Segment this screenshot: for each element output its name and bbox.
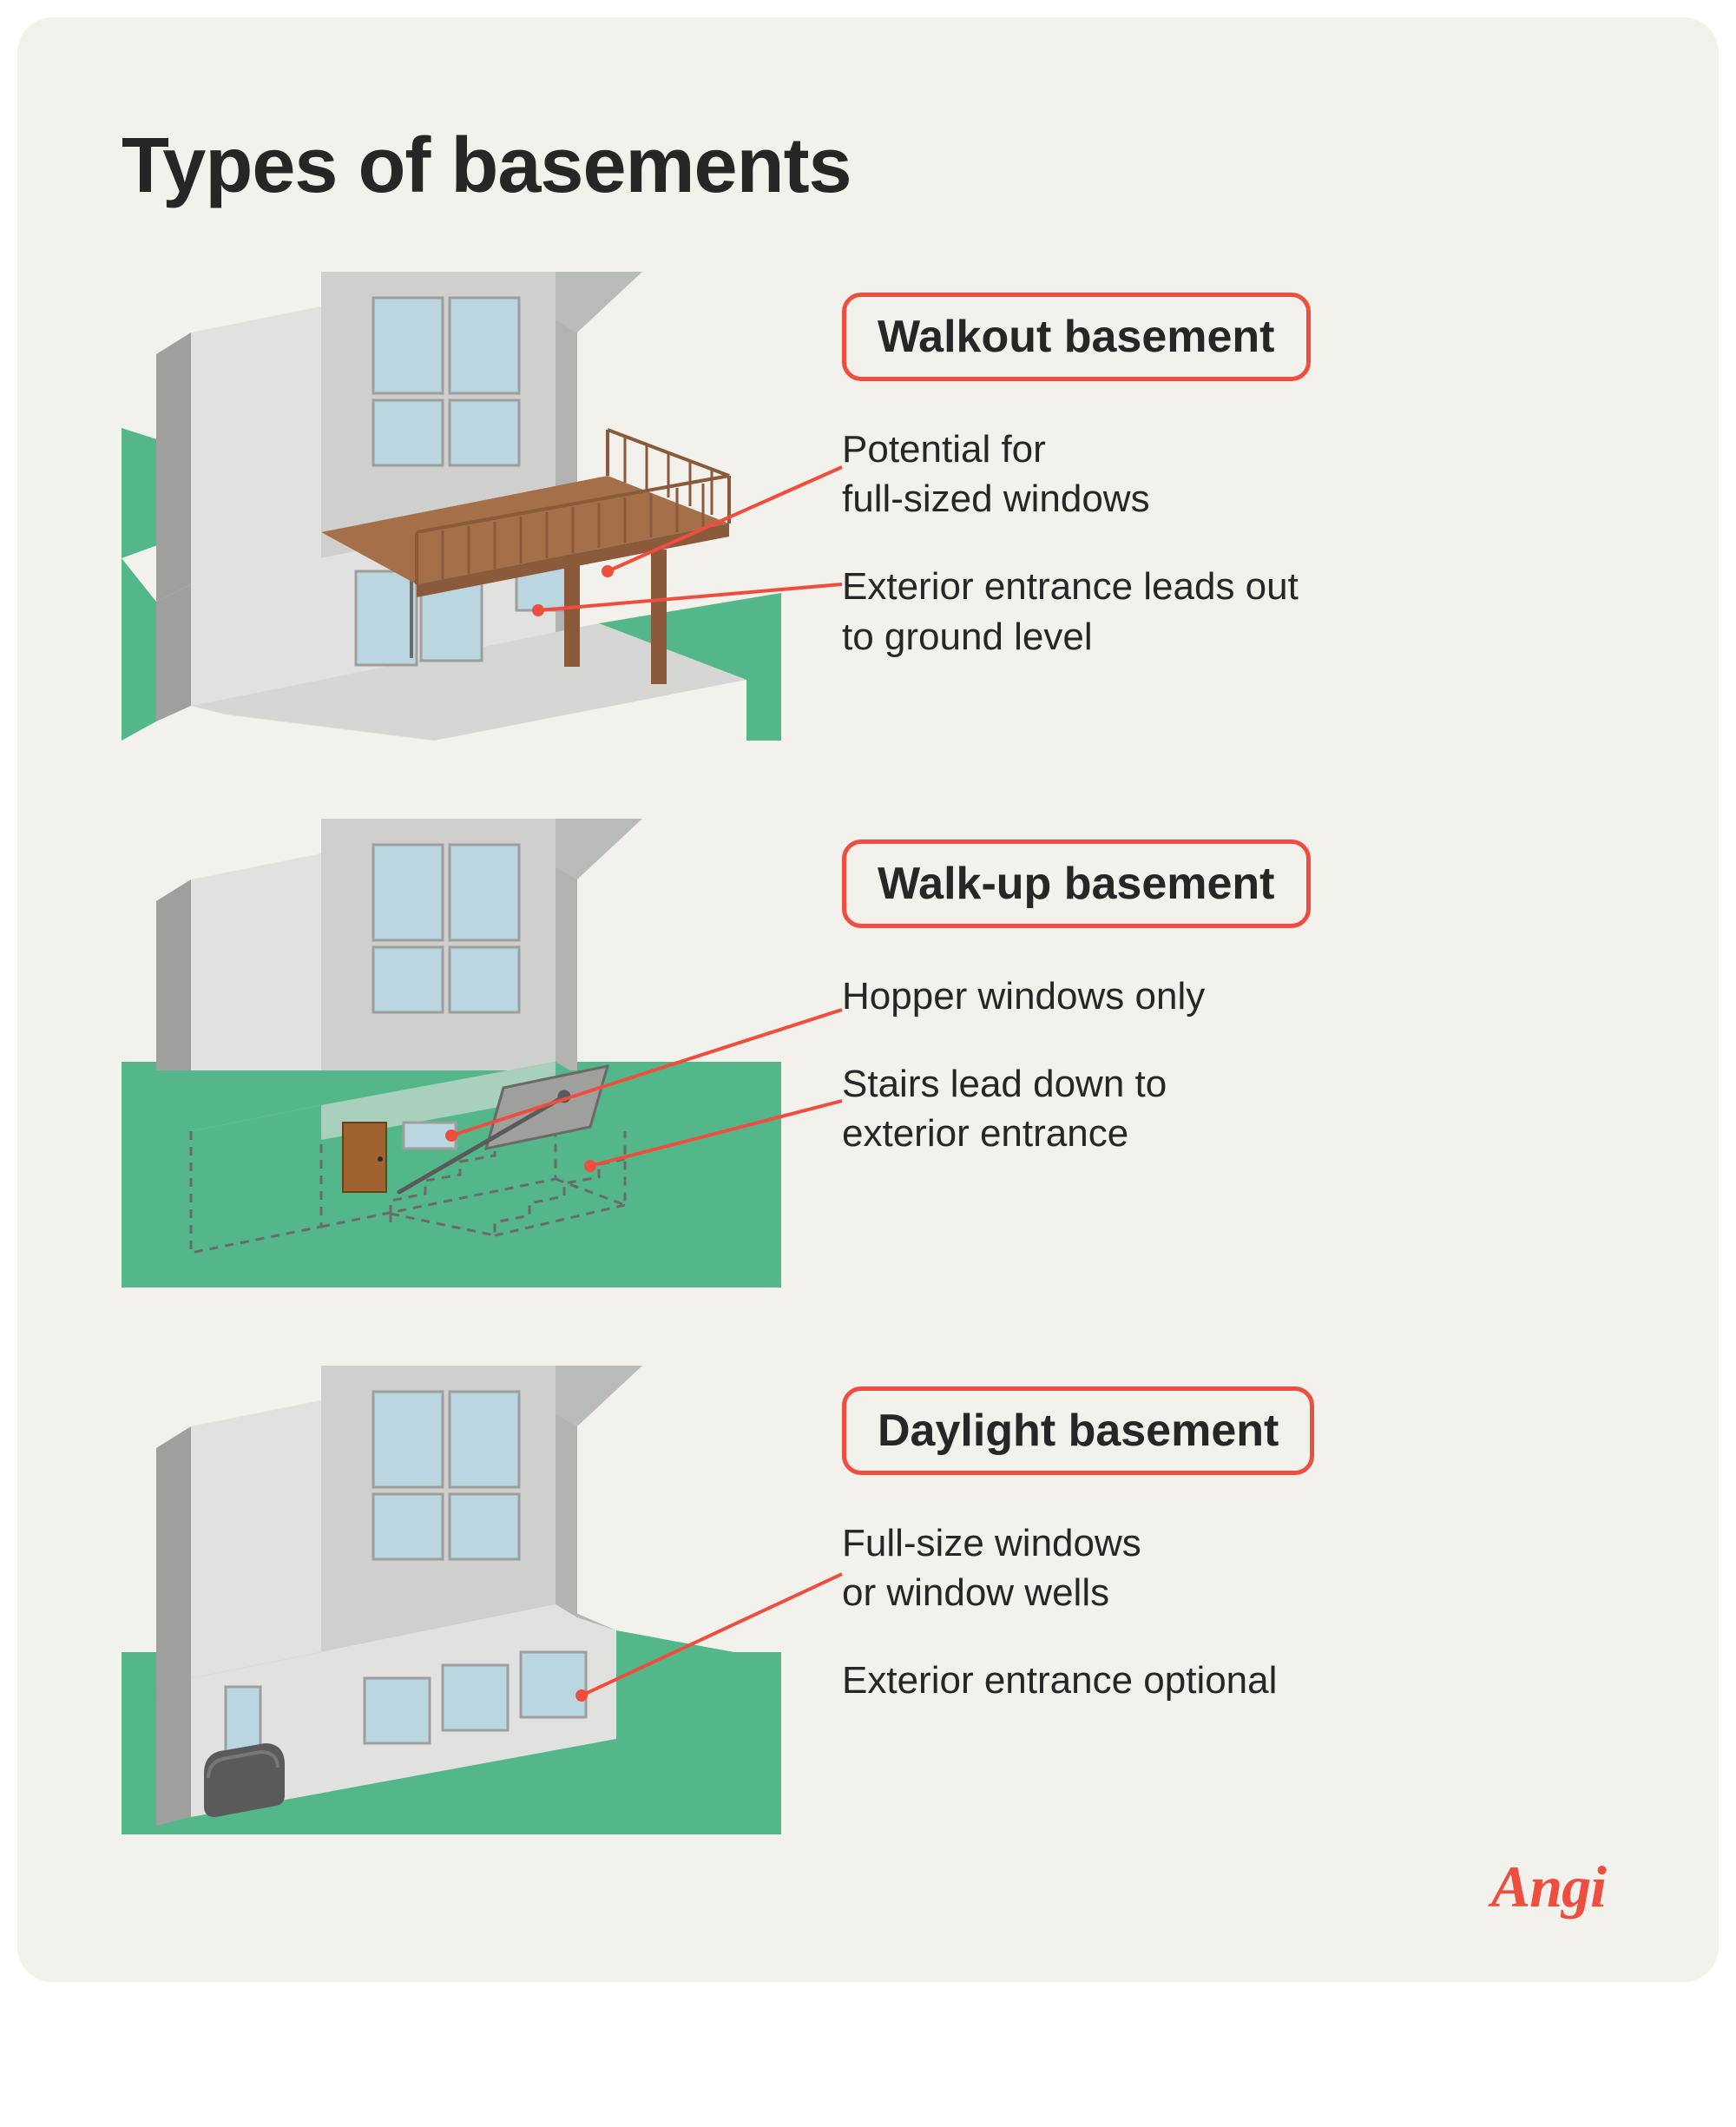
section-walkup: Walk-up basement Hopper windows only Sta… [122,819,1614,1287]
illustration-walkup [122,819,781,1287]
bullet: Exterior entrance leads outto ground lev… [842,562,1614,661]
callouts-walkup: Walk-up basement Hopper windows only Sta… [842,819,1614,1197]
badge-walkout: Walkout basement [842,293,1311,381]
brand-logo: Angi [1491,1853,1606,1921]
bullet: Exterior entrance optional [842,1656,1614,1705]
bullet: Potential forfull-sized windows [842,425,1614,524]
callouts-walkout: Walkout basement Potential forfull-sized… [842,272,1614,700]
infographic-card: Types of basements [17,17,1719,1982]
bullet: Hopper windows only [842,971,1614,1021]
bullet: Full-size windowsor window wells [842,1518,1614,1617]
section-daylight: Daylight basement Full-size windowsor wi… [122,1366,1614,1834]
section-walkout: Walkout basement Potential forfull-sized… [122,272,1614,741]
badge-daylight: Daylight basement [842,1386,1314,1475]
illustration-daylight [122,1366,781,1834]
badge-walkup: Walk-up basement [842,840,1311,928]
illustration-walkout [122,272,781,741]
callouts-daylight: Daylight basement Full-size windowsor wi… [842,1366,1614,1744]
bullet: Stairs lead down toexterior entrance [842,1059,1614,1158]
page-title: Types of basements [122,122,1614,211]
